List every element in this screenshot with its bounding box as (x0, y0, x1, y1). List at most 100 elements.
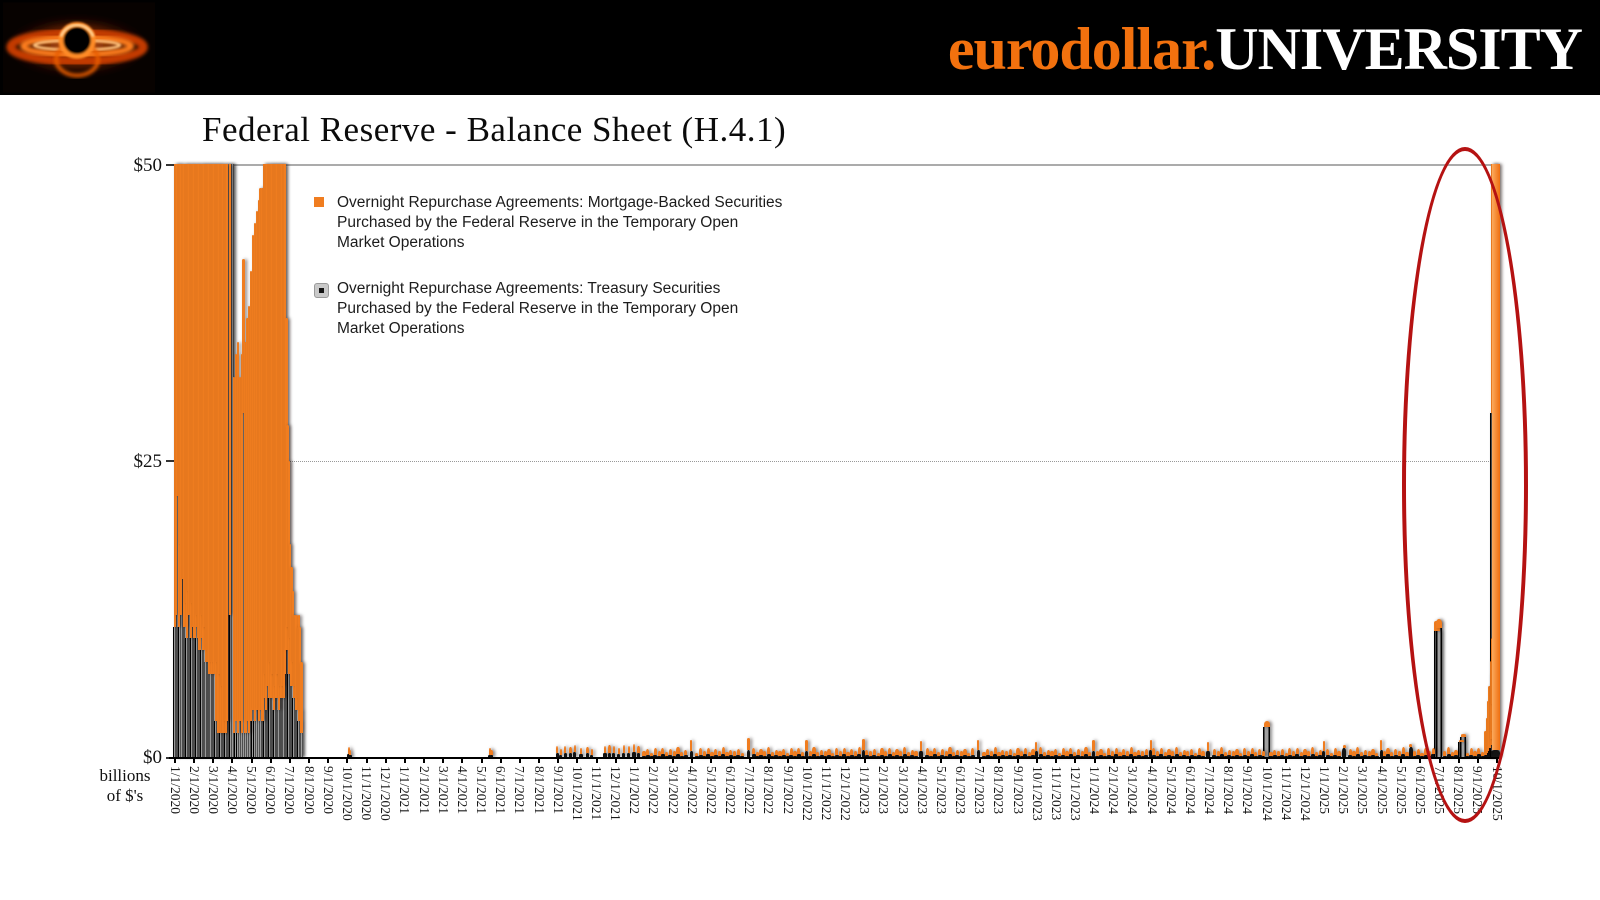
bar-treasury (736, 754, 741, 757)
bar-mbs (1144, 748, 1148, 755)
bar-mbs (1246, 750, 1250, 756)
bar-treasury (1322, 751, 1326, 757)
x-axis-tick (1381, 758, 1384, 763)
bar-treasury (1076, 755, 1081, 757)
bar-mbs (1258, 749, 1262, 756)
x-axis-tick (480, 758, 483, 763)
bar-treasury (796, 754, 801, 757)
bar-mbs (736, 748, 740, 755)
bar-mbs (1050, 751, 1054, 756)
x-axis-label: 5/1/2023 (933, 766, 949, 815)
bar-treasury (936, 756, 941, 757)
bar-treasury (1106, 754, 1111, 757)
x-axis-tick (1017, 758, 1019, 763)
bar-treasury (925, 754, 930, 757)
bar-treasury (702, 755, 707, 757)
bar-mbs (280, 164, 283, 698)
bar-treasury (1389, 756, 1394, 757)
bar-mbs (1065, 750, 1069, 756)
x-axis-tick (557, 758, 560, 763)
bar-treasury (713, 755, 718, 757)
bar-mbs (733, 751, 737, 756)
bar-mbs (1159, 747, 1164, 755)
bar-treasury (238, 721, 242, 757)
bar-mbs (286, 424, 289, 627)
bar-mbs (1201, 750, 1205, 756)
bar-treasury (698, 754, 703, 757)
bar-mbs (690, 740, 693, 752)
bar-treasury (985, 755, 990, 757)
bar-treasury (1272, 754, 1277, 757)
bar-mbs (1076, 749, 1080, 756)
x-axis-tick (250, 758, 253, 763)
bar-mbs (228, 164, 231, 615)
bar-treasury (1386, 754, 1391, 757)
bar-mbs (1001, 749, 1005, 755)
bar-treasury (1129, 753, 1134, 757)
bar-mbs (255, 211, 259, 710)
bar-mbs (899, 751, 903, 756)
x-axis-tick (461, 758, 464, 763)
bar-treasury (1295, 754, 1300, 757)
bar-treasury (1227, 754, 1232, 757)
x-axis-label: 9/1/2023 (1010, 766, 1026, 815)
bar-mbs (1386, 747, 1390, 755)
bar-mbs (940, 749, 944, 756)
bar-treasury (1049, 755, 1054, 757)
bar-mbs (214, 164, 218, 722)
bar-treasury (573, 752, 577, 757)
bar-treasury (632, 752, 636, 757)
bar-mbs (672, 751, 676, 756)
bar-treasury (834, 754, 839, 757)
x-axis-tick (174, 758, 176, 763)
bar-treasury (1382, 755, 1387, 757)
bar-treasury (245, 721, 249, 757)
x-axis-tick (1227, 758, 1230, 763)
bar-treasury (970, 754, 975, 757)
bar-mbs (1356, 746, 1360, 754)
bar-treasury (657, 755, 662, 757)
bar-treasury (568, 753, 572, 757)
bar-mbs (295, 614, 298, 710)
legend-treasury-line2: Purchased by the Federal Reserve in the … (337, 300, 739, 317)
x-axis-tick (1361, 758, 1364, 763)
bar-treasury (955, 754, 960, 757)
bar-treasury (1212, 755, 1217, 757)
bar-mbs (1016, 748, 1020, 755)
x-axis-label: 6/1/2025 (1412, 766, 1428, 815)
bar-mbs (296, 626, 299, 698)
bar-mbs (1149, 739, 1152, 751)
bar-mbs (1099, 748, 1103, 755)
bar-treasury (1189, 754, 1194, 757)
bar-mbs (183, 164, 186, 627)
x-axis-tick (442, 758, 445, 763)
bar-mbs (253, 223, 257, 722)
bar-treasury (759, 755, 764, 757)
bar-mbs (259, 187, 262, 710)
bar-mbs (1420, 752, 1424, 757)
bar-mbs (789, 748, 793, 755)
bar-treasury (1121, 755, 1126, 757)
bar-treasury (819, 754, 824, 757)
bar-treasury (838, 755, 843, 757)
bar-mbs (1292, 750, 1296, 756)
bar-mbs (266, 164, 269, 686)
bar-treasury (740, 756, 745, 757)
bar-mbs (1303, 749, 1307, 756)
bar-treasury (1167, 755, 1172, 757)
bar-mbs (176, 164, 179, 497)
bar-mbs (770, 752, 774, 757)
bar-mbs (198, 164, 201, 651)
bar-mbs (1163, 752, 1167, 757)
bar-mbs (759, 749, 763, 756)
bar-treasury (1155, 755, 1160, 757)
legend-treasury-line1: Overnight Repurchase Agreements: Treasur… (337, 280, 721, 297)
y-axis-label-25: $25 (133, 451, 163, 472)
x-axis-label: 11/1/2023 (1048, 766, 1064, 821)
bar-mbs (1295, 747, 1300, 755)
x-axis-tick (1074, 758, 1077, 763)
bar-treasury (240, 733, 244, 757)
bar-mbs (194, 164, 197, 627)
bar-mbs (290, 567, 293, 686)
bar-treasury (732, 755, 737, 757)
